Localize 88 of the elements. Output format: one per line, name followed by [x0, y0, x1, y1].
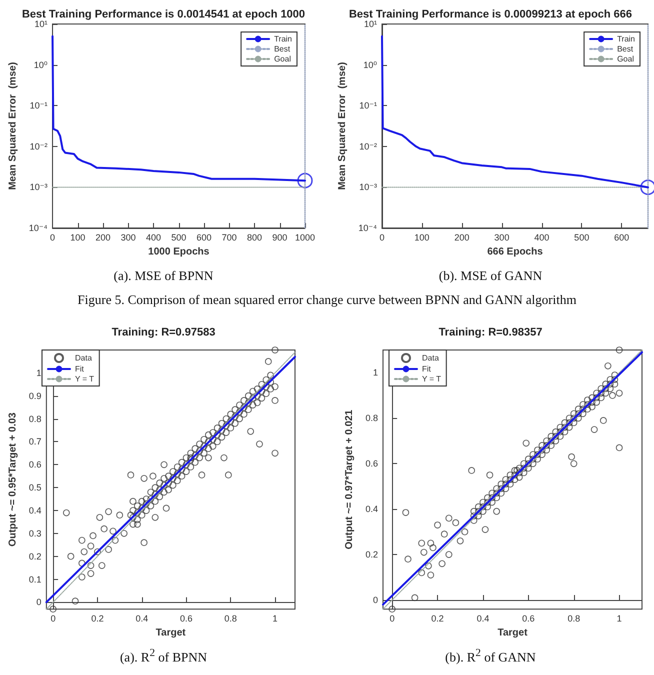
- x-tick-label: 0: [390, 614, 395, 624]
- y-tick-label: 0.2: [365, 550, 378, 560]
- x-axis-title: Target: [498, 628, 528, 638]
- x-tick-label: 600: [614, 232, 630, 242]
- x-tick-label: 0.6: [180, 614, 192, 624]
- y-tick-label: 10⁰: [34, 60, 48, 70]
- x-tick-label: 1: [272, 614, 278, 624]
- x-tick-label: 0.4: [476, 614, 490, 624]
- y-tick-label: 10¹: [34, 19, 48, 29]
- y-axis-title: Output ~= 0.95*Target + 0.03: [8, 412, 18, 547]
- text: (b). MSE of GANN: [438, 268, 544, 284]
- x-tick-label: 300: [494, 232, 510, 242]
- chart-title: Best Training Performance is 0.00099213 at epoch 666: [348, 8, 632, 20]
- legend-label: Fit: [75, 364, 85, 374]
- x-tick-label: 0.8: [568, 614, 580, 624]
- y-tick-label: 10¹: [364, 19, 377, 29]
- y-tick-label: 0: [372, 595, 378, 606]
- y-tick-label: 10⁻¹: [359, 100, 377, 111]
- x-axis-title: 666 Epochs: [487, 246, 544, 258]
- y-tick-label: 0.7: [28, 436, 42, 447]
- x-tick-label: 300: [120, 232, 136, 242]
- legend-label: Train: [274, 34, 292, 44]
- x-tick-label: 100: [414, 232, 430, 242]
- text: (a). R$^{2}$ of BPNN: [118, 647, 208, 666]
- legend-label: Best: [617, 44, 634, 54]
- x-tick-label: 1000: [294, 232, 316, 242]
- legend-label: Data: [75, 354, 92, 362]
- x-axis-title: 1000 Epochs: [148, 246, 210, 258]
- y-tick-label: 0.6: [28, 460, 42, 470]
- x-tick-label: 500: [171, 232, 186, 242]
- y-axis-title: Mean Squared Error (mse): [336, 62, 348, 190]
- x-axis-title: Target: [156, 628, 186, 638]
- y-tick-label: 10⁰: [363, 60, 378, 70]
- x-tick-label: 800: [246, 232, 262, 242]
- x-tick-label: 100: [70, 232, 86, 242]
- x-tick-label: 600: [196, 232, 212, 242]
- x-tick-label: 0.8: [224, 614, 237, 624]
- y-axis-title: Output ~= 0.97*Target + 0.021: [344, 409, 356, 550]
- y-tick-label: 0.4: [28, 506, 42, 516]
- legend-label: Y = T: [422, 374, 442, 384]
- x-tick-label: 0.4: [136, 614, 148, 624]
- x-tick-label: 0: [50, 614, 56, 624]
- x-tick-label: 200: [454, 232, 470, 242]
- y-tick-label: 10⁻⁴: [358, 223, 378, 233]
- y-axis-title: Mean Squared Error (mse): [8, 62, 18, 190]
- legend-label: Train: [617, 34, 636, 44]
- y-tick-label: 0.8: [28, 414, 42, 424]
- chart-title: Training: R=0.97583: [112, 326, 216, 338]
- chart-title: Training: R=0.98357: [438, 326, 542, 338]
- x-tick-label: 0.2: [91, 614, 104, 624]
- y-tick-label: 10⁻³: [359, 182, 377, 192]
- y-tick-label: 0.5: [28, 482, 42, 493]
- x-tick-label: 900: [272, 232, 288, 242]
- y-tick-label: 0.9: [28, 390, 42, 401]
- x-tick-label: 0: [379, 232, 385, 242]
- legend-label: Goal: [617, 54, 634, 64]
- y-tick-label: 10⁻¹: [30, 100, 48, 111]
- caption: Figure 5. Comprison of mean squared error change curve between BPNN and GANN algorithm: [76, 292, 578, 308]
- y-tick-label: 0.3: [28, 528, 42, 538]
- x-tick-label: 700: [222, 232, 237, 242]
- y-tick-label: 0.2: [28, 551, 42, 562]
- y-tick-label: 0.4: [365, 504, 378, 514]
- x-tick-label: 0.6: [522, 614, 535, 624]
- legend-label: Goal: [274, 54, 292, 64]
- y-tick-label: 10⁻²: [359, 141, 377, 152]
- x-tick-label: 0.2: [431, 614, 444, 624]
- x-tick-label: 0: [50, 232, 56, 242]
- y-tick-label: 10⁻³: [30, 182, 48, 192]
- x-tick-label: 400: [146, 232, 162, 242]
- legend-label: Y = T: [75, 374, 94, 384]
- x-tick-label: 1: [616, 614, 622, 624]
- legend-label: Data: [422, 354, 440, 362]
- text: (a). MSE of BPNN: [112, 268, 214, 284]
- y-tick-label: 1: [372, 368, 378, 378]
- x-tick-label: 400: [534, 232, 550, 242]
- x-tick-label: 200: [96, 232, 111, 242]
- y-tick-label: 10⁻⁴: [28, 223, 48, 233]
- text: (b). R$^{2}$ of GANN: [444, 647, 537, 666]
- y-tick-label: 0.6: [365, 458, 378, 469]
- y-tick-label: 0.8: [365, 413, 378, 424]
- y-tick-label: 10⁻²: [30, 141, 48, 152]
- y-tick-label: 0.1: [28, 574, 42, 584]
- y-tick-label: 0: [36, 597, 42, 608]
- x-tick-label: 500: [574, 232, 590, 242]
- legend-label: Best: [274, 44, 291, 54]
- legend-label: Fit: [422, 364, 432, 374]
- y-tick-label: 1: [36, 368, 42, 378]
- chart-title: Best Training Performance is 0.0014541 at epoch 1000: [22, 8, 306, 20]
